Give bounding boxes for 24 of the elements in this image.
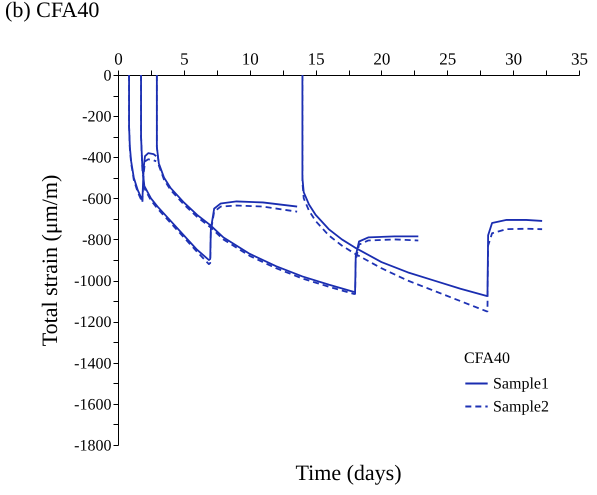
y-tick-label: -200 <box>82 108 112 126</box>
x-tick-label: 10 <box>242 50 259 68</box>
x-axis-title: Time (days) <box>295 460 402 485</box>
x-tick-label: 15 <box>308 50 325 68</box>
y-tick-label: -600 <box>82 190 112 208</box>
y-tick-label: -1000 <box>74 273 112 290</box>
y-tick-label: -1200 <box>74 314 112 332</box>
x-tick-label: 5 <box>180 50 189 68</box>
y-tick-label: -1800 <box>74 438 112 454</box>
y-tick-label: -800 <box>82 232 112 249</box>
legend-label: Sample1 <box>493 376 549 392</box>
y-tick-label: -1400 <box>74 355 112 372</box>
legend-label: Sample2 <box>493 398 549 416</box>
y-axis-title: Total strain (μm/m) <box>37 174 62 346</box>
y-tick-label: -400 <box>82 150 112 167</box>
chart-title: (b) CFA40 <box>5 0 100 22</box>
legend-title: CFA40 <box>464 350 510 367</box>
x-tick-label: 35 <box>571 50 588 68</box>
y-tick-label: -1600 <box>74 396 112 414</box>
x-tick-label: 25 <box>439 50 456 68</box>
x-tick-label: 30 <box>505 50 522 68</box>
x-tick-label: 20 <box>373 50 390 68</box>
x-tick-label: 0 <box>114 50 123 68</box>
y-tick-label: 0 <box>104 68 112 84</box>
